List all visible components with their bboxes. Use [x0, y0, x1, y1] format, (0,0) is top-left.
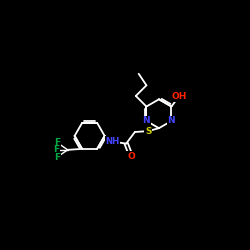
Text: S: S: [145, 126, 152, 136]
Text: O: O: [127, 152, 135, 160]
Text: NH: NH: [105, 137, 120, 146]
Text: F: F: [54, 138, 60, 147]
Text: N: N: [142, 116, 150, 126]
Text: F: F: [54, 153, 60, 162]
Text: OH: OH: [172, 92, 187, 102]
Text: N: N: [168, 116, 175, 126]
Text: F: F: [53, 145, 59, 154]
